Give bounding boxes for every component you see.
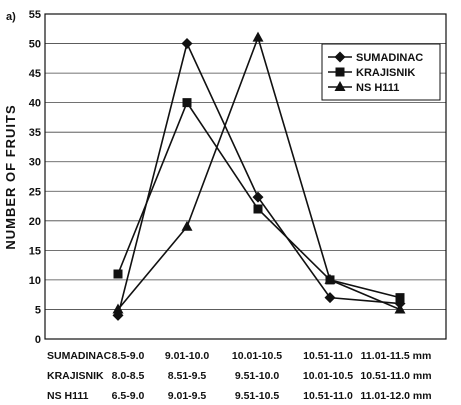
legend: SUMADINAC KRAJISNIK NS H111	[321, 43, 441, 101]
category-label-ns-h111-3: 9.51-10.5	[235, 390, 280, 402]
category-label-ns-h111-2: 9.01-9.5	[168, 390, 207, 402]
point-sumadinac-4	[324, 292, 336, 304]
y-tick-10: 10	[29, 275, 41, 287]
point-ns-h111-5	[394, 303, 406, 314]
point-ns-h111-4	[324, 273, 336, 284]
point-krajisnik-1	[113, 269, 123, 279]
point-krajisnik-3	[253, 204, 263, 214]
point-ns-h111-1	[112, 303, 124, 314]
category-labels: SUMADINAC 8.5-9.0 9.01-10.0 10.01-10.5 10.51…	[47, 350, 432, 402]
y-tick-35: 35	[29, 127, 41, 139]
category-label-sumadinac-3: 10.01-10.5	[232, 350, 282, 362]
category-label-sumadinac-4: 10.51-11.0	[303, 350, 353, 362]
point-ns-h111-2	[181, 220, 193, 231]
category-label-sumadinac-5: 11.01-11.5 mm	[361, 350, 432, 362]
y-tick-15: 15	[29, 245, 41, 257]
category-label-sumadinac-2: 9.01-10.0	[165, 350, 210, 362]
category-row-name-sumadinac: SUMADINAC	[47, 350, 112, 362]
legend-label-sumadinac: SUMADINAC	[356, 52, 423, 64]
y-tick-30: 30	[29, 157, 41, 169]
plot-frame	[44, 13, 447, 340]
series-ns-h111	[112, 31, 406, 314]
y-tick-55: 55	[29, 9, 41, 21]
y-tick-40: 40	[29, 98, 41, 110]
point-ns-h111-3	[252, 31, 264, 42]
category-label-krajisnik-3: 9.51-10.0	[235, 370, 280, 382]
category-label-krajisnik-1: 8.0-8.5	[112, 370, 145, 382]
panel-label: a)	[6, 11, 16, 23]
point-krajisnik-5	[395, 293, 405, 303]
y-tick-20: 20	[29, 216, 41, 228]
category-label-ns-h111-4: 10.51-11.0	[303, 390, 353, 402]
point-sumadinac-2	[181, 38, 193, 50]
y-tick-0: 0	[35, 334, 41, 346]
category-label-krajisnik-2: 8.51-9.5	[168, 370, 207, 382]
point-krajisnik-2	[182, 98, 192, 108]
category-row-name-krajisnik: KRAJISNIK	[47, 370, 104, 382]
category-label-krajisnik-4: 10.01-10.5	[303, 370, 353, 382]
category-label-ns-h111-5: 11.01-12.0 mm	[360, 390, 431, 402]
legend-marker-ns-h111	[334, 81, 346, 91]
category-label-krajisnik-5: 10.51-11.0 mm	[360, 370, 431, 382]
legend-marker-sumadinac	[334, 51, 346, 63]
y-tick-5: 5	[35, 304, 41, 316]
y-tick-labels: 0 5 10 15 20 25 30 35 40 45 50 55	[29, 9, 41, 346]
category-label-sumadinac-1: 8.5-9.0	[112, 350, 145, 362]
point-sumadinac-3	[252, 191, 264, 203]
legend-label-krajisnik: KRAJISNIK	[356, 67, 415, 79]
legend-label-ns-h111: NS H111	[356, 82, 399, 94]
y-tick-45: 45	[29, 68, 41, 80]
y-tick-25: 25	[29, 186, 41, 198]
y-axis-label: NUMBER OF FRUITS	[3, 104, 18, 249]
category-row-name-ns-h111: NS H111	[47, 390, 89, 402]
legend-marker-krajisnik	[335, 67, 345, 77]
y-tick-50: 50	[29, 39, 41, 51]
category-label-ns-h111-1: 6.5-9.0	[112, 390, 145, 402]
series-layer	[112, 31, 406, 321]
